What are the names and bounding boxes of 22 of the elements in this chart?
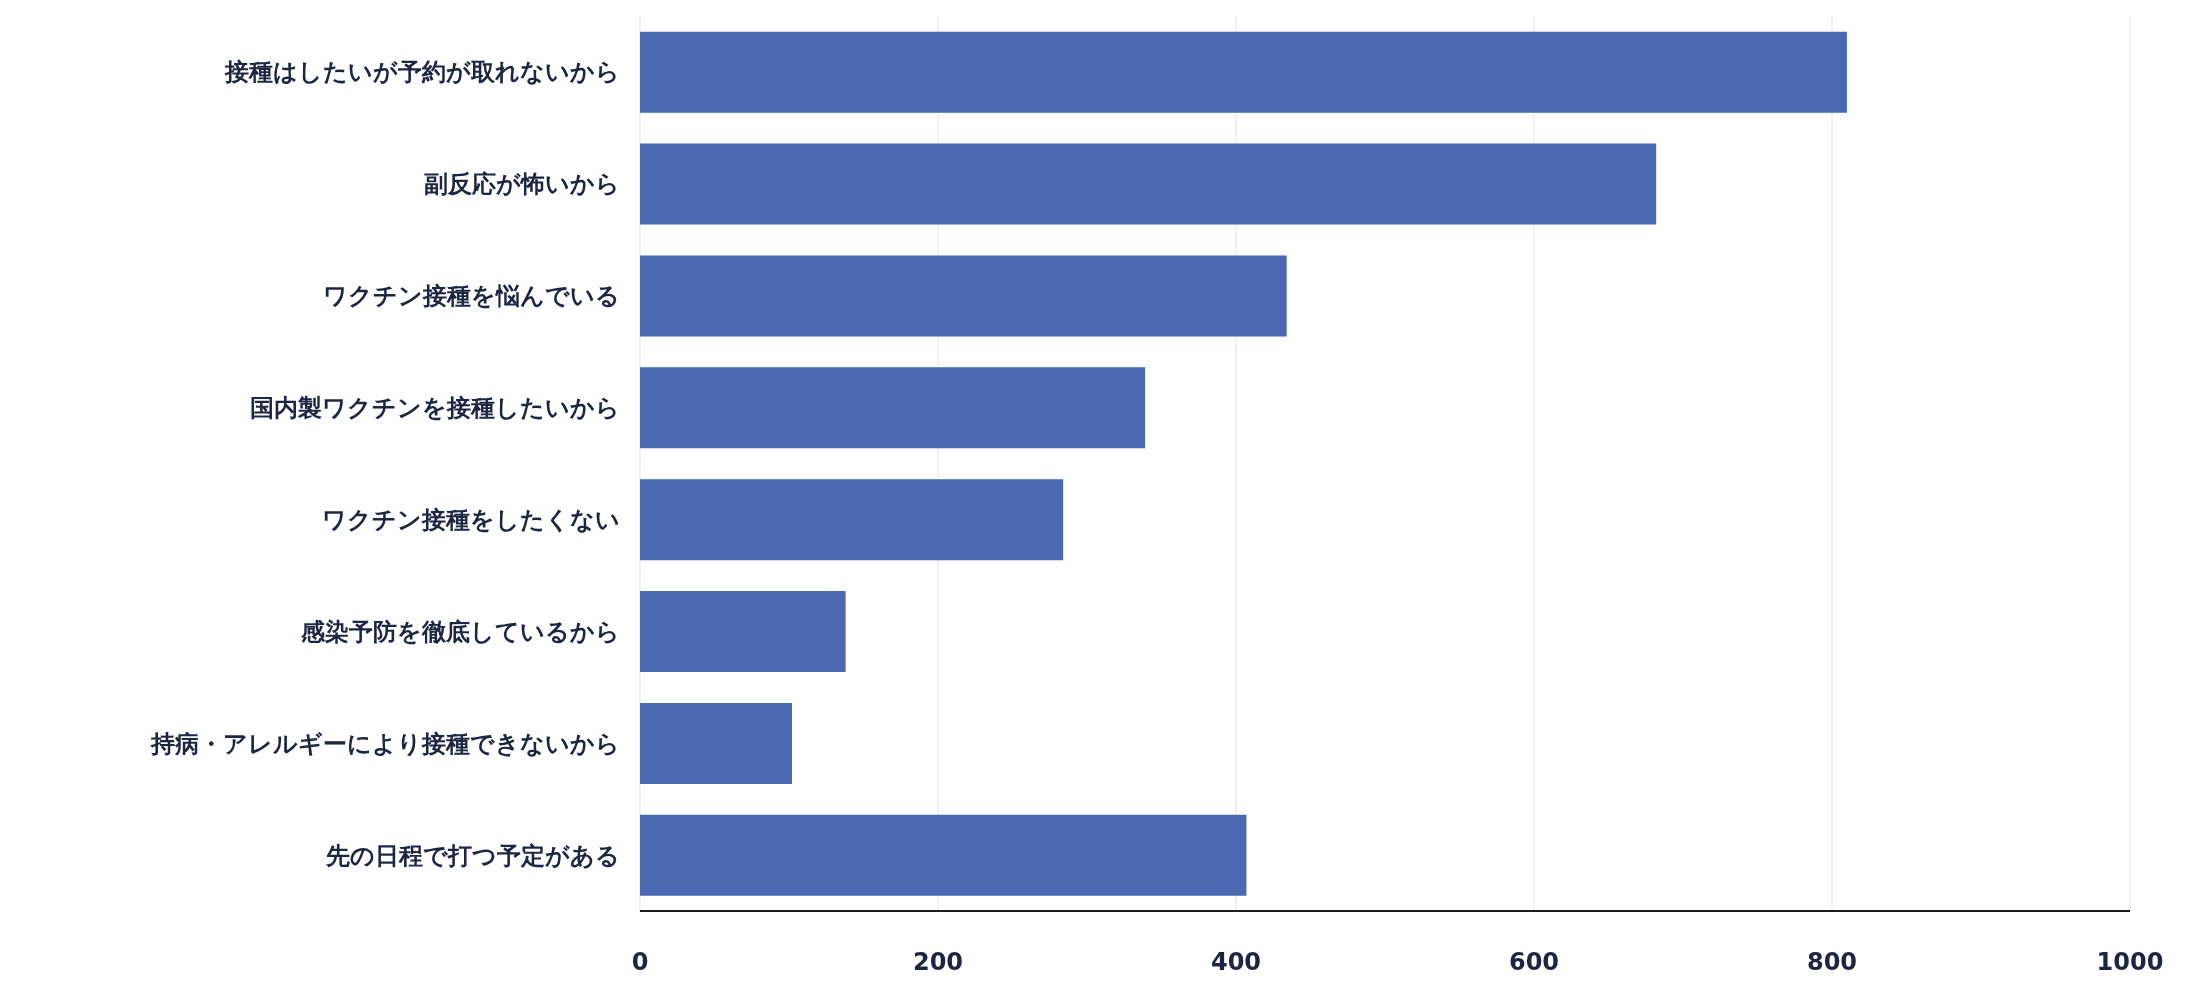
y-tick-label: 感染予防を徹底しているから	[300, 617, 620, 646]
x-tick-label: 0	[631, 948, 649, 977]
y-tick-label: 持病・アレルギーにより接種できないから	[150, 729, 620, 758]
y-tick-label: ワクチン接種をしたくない	[322, 505, 620, 534]
x-tick-label: 600	[1508, 948, 1560, 977]
x-tick-label: 200	[912, 948, 964, 977]
bar	[640, 814, 1247, 896]
bar	[640, 255, 1287, 337]
y-tick-label: 先の日程で打つ予定がある	[325, 841, 620, 870]
y-tick-label: ワクチン接種を悩んでいる	[323, 282, 620, 311]
bar	[640, 479, 1064, 561]
y-tick-label: 接種はしたいが予約が取れないから	[224, 58, 620, 87]
bar	[640, 702, 792, 784]
y-tick-label: 副反応が怖いから	[424, 170, 620, 199]
bar	[640, 367, 1146, 449]
y-tick-label: 国内製ワクチンを接種したいから	[250, 394, 620, 423]
x-tick-label: 400	[1210, 948, 1262, 977]
bar	[640, 31, 1847, 113]
bar	[640, 143, 1657, 225]
x-tick-label: 800	[1806, 948, 1858, 977]
bar	[640, 591, 846, 673]
x-tick-label: 1000	[2096, 948, 2164, 977]
